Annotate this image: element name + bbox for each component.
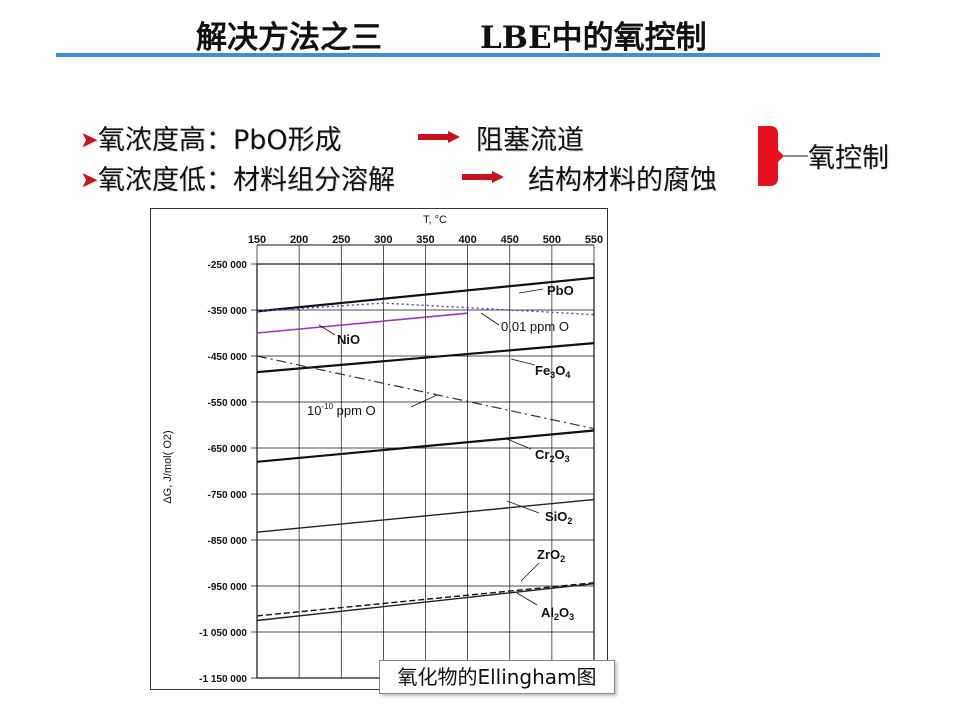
x-tick-labels: 150 200 250 300 350 400 450 500 550 (248, 234, 603, 246)
y-tick-label: -750 000 (208, 490, 248, 501)
title-left: 解决方法之三 (196, 20, 382, 56)
bullet-result: 阻塞流道 (476, 125, 584, 156)
series-line (256, 498, 595, 533)
y-axis-label: ΔG, J/mol( O2) (162, 430, 174, 503)
x-tick-label: 250 (332, 234, 350, 246)
y-tick-label: -550 000 (208, 398, 248, 409)
series-line (256, 342, 595, 374)
series-line (256, 582, 595, 617)
bullet-high-oxygen: ➤氧浓度高：PbO形成 (80, 118, 342, 158)
zro2-leader (520, 562, 540, 582)
x-axis-label: T, °C (423, 214, 447, 226)
x-tick-label: 450 (501, 234, 519, 246)
pbo-leader (518, 288, 544, 294)
bullet-result: 结构材料的腐蚀 (528, 165, 717, 196)
arrowhead-bullet-icon: ➤ (80, 128, 99, 153)
series-line (256, 429, 595, 463)
bullet-condition: 氧浓度高：PbO形成 (98, 125, 342, 156)
y-tick-label: -350 000 (208, 306, 248, 317)
ppm01-leader (480, 312, 500, 326)
oxygen-control-label: 氧控制 (808, 143, 889, 174)
ellingham-diagram: 150 200 250 300 350 400 450 500 550 -250 000 -350… (150, 208, 608, 690)
series-line (256, 355, 595, 430)
bullet-low-oxygen: ➤氧浓度低：材料组分溶解 (80, 158, 395, 198)
nio-leader (318, 324, 336, 336)
right-arrow-icon (418, 131, 460, 143)
sio2-label: SiO2 (545, 509, 572, 526)
cr2o3-label: Cr2O3 (535, 447, 570, 464)
figure-caption: 氧化物的Ellingham图 (379, 660, 615, 694)
title-right: LBE中的氧控制 (480, 20, 707, 56)
right-arrow-icon (462, 171, 504, 183)
cr2o3-leader (506, 438, 532, 450)
nio-label: NiO (337, 332, 360, 347)
x-tick-label: 400 (458, 234, 476, 246)
y-tick-label: -850 000 (208, 536, 248, 547)
series-annotations: PbO 0,01 ppm O NiO Fe3O4 10-10 ppm O Cr2… (307, 283, 574, 622)
ellingham-chart-svg: 150 200 250 300 350 400 450 500 550 -250 000 -350… (162, 214, 603, 685)
series-line (256, 583, 595, 622)
y-tick-label: -450 000 (208, 352, 248, 363)
sio2-leader (506, 500, 540, 514)
fe3o4-leader (510, 358, 536, 366)
fe3o4-label: Fe3O4 (535, 363, 570, 380)
x-tick-label: 550 (585, 234, 603, 246)
title-underline (56, 53, 880, 57)
y-tick-label: -950 000 (208, 582, 248, 593)
ppm10-leader (410, 394, 438, 408)
chart-series (256, 276, 595, 622)
ppm10-label: 10-10 ppm O (307, 402, 376, 418)
x-tick-label: 500 (543, 234, 561, 246)
zro2-label: ZrO2 (537, 547, 565, 564)
x-tick-label: 350 (416, 234, 434, 246)
ppm01-label: 0,01 ppm O (501, 319, 569, 334)
y-tick-labels: -250 000 -350 000 -450 000 -550 000 -650 000… (199, 260, 247, 685)
y-tick-label: -250 000 (208, 260, 248, 271)
y-tick-label: -650 000 (208, 444, 248, 455)
x-tick-label: 300 (374, 234, 392, 246)
red-brace-icon (756, 124, 816, 188)
series-line (256, 312, 468, 334)
pbo-label: PbO (547, 283, 574, 298)
y-tick-label: -1 150 000 (199, 674, 247, 685)
x-tick-label: 150 (248, 234, 266, 246)
al2o3-leader (516, 592, 538, 606)
slide-title: 解决方法之三 LBE中的氧控制 (0, 6, 960, 56)
series-line (256, 276, 595, 313)
bullet-condition: 氧浓度低：材料组分溶解 (98, 165, 395, 196)
x-tick-label: 200 (290, 234, 308, 246)
arrowhead-bullet-icon: ➤ (80, 168, 99, 193)
al2o3-label: Al2O3 (541, 605, 574, 622)
series-line (256, 302, 595, 316)
y-tick-label: -1 050 000 (199, 628, 247, 639)
